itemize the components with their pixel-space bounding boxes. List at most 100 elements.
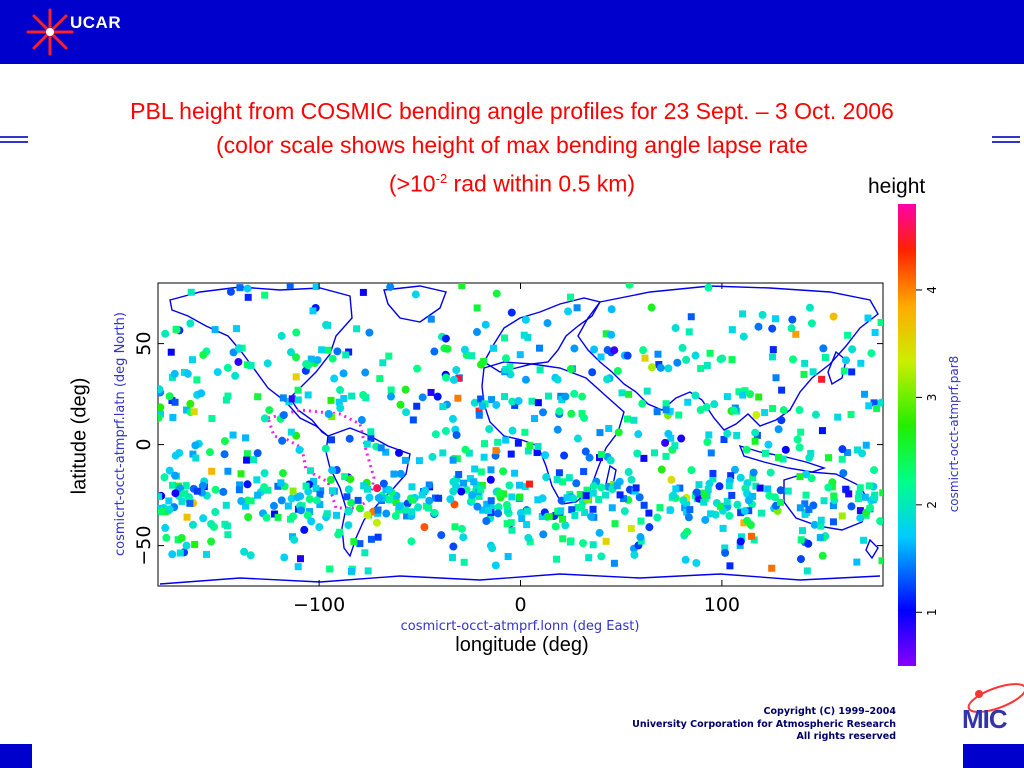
data-point — [573, 304, 581, 312]
data-point — [737, 509, 745, 517]
data-point — [756, 484, 764, 492]
data-point — [488, 544, 497, 553]
data-point — [289, 512, 298, 521]
data-point — [211, 485, 220, 494]
data-point — [769, 346, 777, 354]
data-point — [161, 508, 169, 516]
data-point — [480, 453, 488, 461]
data-point — [457, 524, 466, 533]
data-point — [242, 502, 250, 510]
data-point — [779, 455, 787, 463]
data-point — [607, 330, 616, 339]
data-point — [220, 450, 229, 459]
data-point — [662, 400, 670, 408]
data-point — [176, 549, 184, 557]
data-point — [292, 328, 301, 337]
data-point — [271, 510, 279, 518]
data-point — [563, 494, 571, 502]
data-point — [279, 411, 288, 420]
data-point — [277, 479, 285, 487]
data-point — [367, 535, 375, 543]
data-point — [294, 386, 302, 394]
data-point — [581, 509, 589, 517]
data-point — [761, 449, 769, 457]
data-point — [559, 535, 567, 543]
data-point — [539, 408, 548, 417]
data-point — [729, 406, 738, 415]
data-point — [205, 448, 214, 457]
data-point — [430, 508, 439, 517]
data-point — [843, 449, 851, 457]
data-point — [208, 467, 216, 475]
data-point — [360, 482, 368, 490]
data-point — [533, 449, 541, 457]
data-point — [681, 504, 689, 512]
data-point — [317, 487, 325, 495]
data-point — [502, 436, 510, 444]
data-point — [491, 561, 500, 570]
data-point — [723, 429, 732, 438]
data-point — [541, 451, 550, 460]
data-point — [804, 539, 813, 548]
data-point — [286, 348, 295, 357]
data-point — [661, 438, 670, 447]
data-point — [801, 359, 809, 367]
data-point — [312, 496, 321, 505]
colorbar-tick-label: 2 — [925, 501, 939, 509]
data-point — [254, 491, 262, 499]
data-point — [477, 485, 485, 493]
data-point — [382, 509, 391, 518]
data-point — [789, 355, 798, 364]
data-point — [677, 434, 686, 443]
data-point — [847, 410, 855, 418]
data-point — [542, 473, 551, 482]
data-point — [356, 540, 364, 548]
data-point — [630, 416, 638, 424]
data-point — [686, 506, 694, 514]
data-point — [492, 400, 501, 409]
data-point — [521, 428, 529, 436]
data-point — [279, 394, 287, 402]
data-point — [508, 526, 516, 534]
data-point — [193, 376, 201, 384]
data-point — [654, 350, 662, 358]
title-line-1: PBL height from COSMIC bending angle pro… — [130, 98, 894, 124]
data-point — [236, 481, 244, 489]
data-point — [581, 447, 590, 456]
data-point — [569, 494, 578, 503]
data-point — [697, 364, 705, 372]
data-point — [501, 354, 510, 363]
data-point — [457, 487, 466, 496]
data-point — [403, 512, 411, 520]
data-point — [873, 405, 881, 413]
slide-title: PBL height from COSMIC bending angle pro… — [0, 94, 1024, 201]
data-point — [597, 450, 605, 458]
data-point — [737, 533, 745, 541]
data-point — [620, 495, 628, 503]
data-point — [866, 503, 875, 512]
data-point — [838, 512, 846, 520]
data-point — [508, 493, 516, 501]
data-point — [861, 493, 869, 501]
data-point — [589, 489, 597, 497]
data-point — [471, 465, 479, 473]
data-point — [382, 448, 390, 456]
data-point — [427, 388, 435, 396]
data-point — [579, 539, 588, 548]
data-point — [395, 502, 404, 511]
data-point — [250, 456, 258, 464]
data-point — [695, 481, 703, 489]
data-point — [397, 270, 404, 277]
data-point — [514, 396, 523, 405]
data-point — [487, 466, 495, 474]
data-point — [439, 403, 447, 411]
data-point — [473, 328, 482, 337]
data-point — [313, 356, 322, 365]
data-point — [842, 485, 850, 493]
data-point — [229, 431, 237, 439]
data-point — [747, 532, 755, 540]
data-point — [796, 473, 804, 481]
data-point — [774, 453, 782, 461]
data-point — [477, 395, 485, 403]
data-point — [536, 344, 544, 352]
